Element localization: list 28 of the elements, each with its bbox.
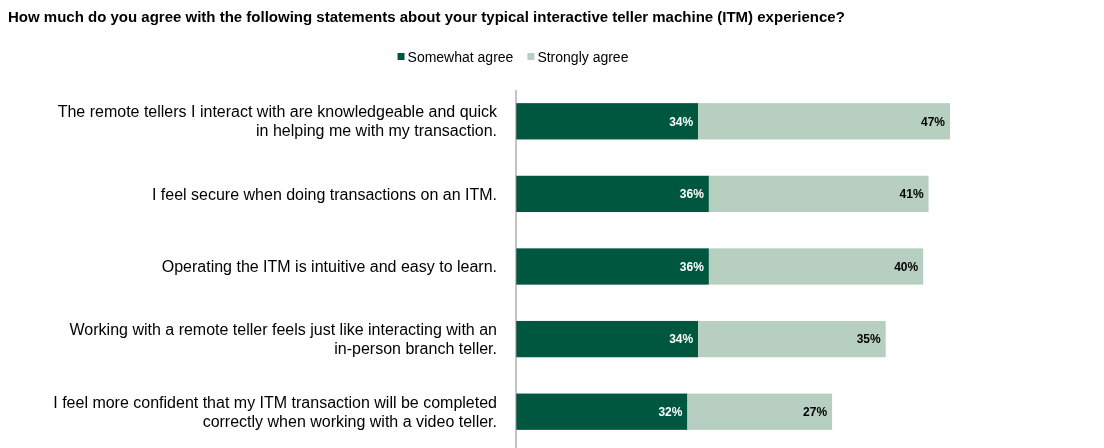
y-tick-label: Operating the ITM is intuitive and easy to learn. bbox=[161, 258, 497, 276]
data-label: 47% bbox=[920, 114, 946, 129]
data-label: 36% bbox=[679, 187, 705, 202]
chart-title: How much do you agree with the following statements about your typical interactive teller machine (ITM) experience? bbox=[8, 8, 845, 25]
data-label: 35% bbox=[856, 332, 882, 347]
data-label: 34% bbox=[669, 332, 694, 347]
bar bbox=[687, 393, 833, 430]
bar bbox=[516, 248, 709, 285]
data-label: 27% bbox=[803, 404, 828, 419]
data-label: 34% bbox=[669, 114, 694, 129]
bar bbox=[516, 175, 709, 213]
bar bbox=[516, 320, 699, 358]
data-label: 32% bbox=[658, 404, 683, 419]
y-tick-label: I feel more confident that my ITM transaction will be completed correctly when working with a video teller. bbox=[53, 393, 497, 430]
bar bbox=[516, 103, 699, 140]
y-tick-label: Working with a remote teller feels just like interacting with an in-person branch teller. bbox=[69, 321, 497, 358]
data-label: 36% bbox=[679, 259, 705, 274]
bar bbox=[698, 320, 886, 358]
y-tick-label: The remote tellers I interact with are knowledgeable and quick in helping me with my transaction. bbox=[57, 103, 498, 140]
y-tick-label: I feel secure when doing transactions on an ITM. bbox=[151, 185, 497, 203]
bar bbox=[516, 393, 688, 430]
bar bbox=[708, 175, 929, 213]
data-label: 41% bbox=[899, 187, 924, 202]
legend-label: Somewhat agree bbox=[407, 48, 514, 65]
legend-label: Strongly agree bbox=[537, 48, 629, 65]
data-label: 40% bbox=[894, 259, 919, 274]
bar bbox=[698, 103, 950, 140]
bar bbox=[708, 248, 924, 285]
